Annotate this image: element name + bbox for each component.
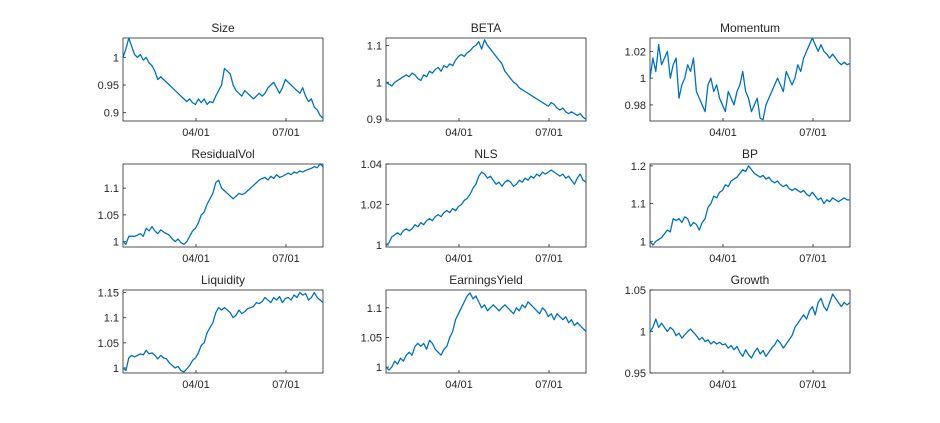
panel-title: Momentum: [720, 21, 780, 35]
y-tick-label: 1: [376, 77, 382, 89]
series-line: [385, 39, 587, 120]
axes-box: [649, 37, 851, 122]
axes-box: [649, 289, 851, 374]
x-tick-label: 07/01: [272, 253, 300, 265]
panel-size: Size 0.9 0.95 1 04/01 07/01: [98, 21, 324, 139]
x-tick-label: 07/01: [799, 379, 827, 391]
x-tick-label: 07/01: [272, 379, 300, 391]
x-tick-label: 04/01: [709, 253, 737, 265]
y-tick-label: 1.15: [98, 288, 119, 300]
panel-momentum: Momentum 0.98 1 1.02 04/01 07/01: [625, 21, 851, 139]
x-tick-label: 04/01: [709, 127, 737, 139]
panel-residualvol: ResidualVol 1 1.05 1.1 04/01 07/01: [98, 147, 324, 265]
series-line: [122, 291, 324, 373]
panel-title: Growth: [731, 273, 770, 287]
x-tick-label: 04/01: [445, 127, 473, 139]
x-tick-label: 04/01: [182, 253, 210, 265]
series-line: [385, 292, 587, 371]
panel-title: BETA: [471, 21, 501, 35]
y-tick-label: 1: [113, 52, 119, 64]
axes-box: [385, 37, 587, 122]
panel-earningsyield: EarningsYield 1 1.05 1.1 04/01 07/01: [361, 273, 587, 391]
y-tick-label: 1: [640, 327, 646, 339]
axes-box: [122, 37, 324, 122]
series-line: [122, 37, 324, 119]
y-tick-label: 1: [113, 363, 119, 375]
x-tick-label: 07/01: [272, 127, 300, 139]
y-tick-label: 1.02: [361, 199, 382, 211]
x-tick-label: 07/01: [799, 127, 827, 139]
panel-growth: Growth 0.95 1 1.05 04/01 07/01: [625, 273, 851, 391]
x-tick-label: 07/01: [535, 127, 563, 139]
series-line: [649, 293, 851, 359]
y-tick-label: 1.02: [625, 46, 646, 58]
x-tick-label: 04/01: [182, 379, 210, 391]
y-tick-label: 0.95: [625, 368, 646, 380]
panel-title: BP: [742, 147, 758, 161]
x-tick-label: 07/01: [799, 253, 827, 265]
y-tick-label: 1.1: [631, 199, 646, 211]
panel-liquidity: Liquidity 1 1.05 1.1 1.15 04/01 07/01: [98, 273, 324, 391]
y-tick-label: 1.1: [104, 313, 119, 325]
y-tick-label: 0.98: [625, 100, 646, 112]
series-line: [385, 169, 587, 246]
y-tick-label: 0.9: [367, 114, 382, 126]
x-tick-label: 04/01: [709, 379, 737, 391]
y-tick-label: 1: [376, 240, 382, 252]
series-line: [122, 163, 324, 245]
y-tick-label: 1.05: [98, 210, 119, 222]
y-tick-label: 1: [113, 237, 119, 249]
panel-nls: NLS 1 1.02 1.04 04/01 07/01: [361, 147, 587, 265]
y-tick-label: 0.9: [104, 108, 119, 120]
y-tick-label: 1: [640, 73, 646, 85]
y-tick-label: 1.2: [631, 161, 646, 173]
y-tick-label: 1.1: [367, 303, 382, 315]
panel-title: NLS: [474, 147, 497, 161]
axes-box: [385, 163, 587, 248]
panel-title: EarningsYield: [449, 273, 523, 287]
panel-title: Size: [211, 21, 235, 35]
axes-box: [649, 163, 851, 248]
y-tick-label: 1.1: [367, 40, 382, 52]
axes-box: [122, 163, 324, 248]
axes-box: [385, 289, 587, 374]
panel-beta: BETA 0.9 1 1.1 04/01 07/01: [367, 21, 587, 139]
y-tick-label: 0.95: [98, 80, 119, 92]
y-tick-label: 1.04: [361, 159, 382, 171]
x-tick-label: 07/01: [535, 253, 563, 265]
series-line: [649, 37, 851, 121]
panel-title: ResidualVol: [191, 147, 254, 161]
x-tick-label: 04/01: [445, 379, 473, 391]
series-line: [649, 165, 850, 246]
y-tick-label: 1.05: [98, 338, 119, 350]
y-tick-label: 1: [640, 236, 646, 248]
panel-title: Liquidity: [201, 273, 245, 287]
y-tick-label: 1.05: [625, 285, 646, 297]
panel-bp: BP 1 1.1 1.2 04/01 07/01: [631, 147, 851, 265]
y-tick-label: 1.1: [104, 183, 119, 195]
x-tick-label: 07/01: [535, 379, 563, 391]
y-tick-label: 1: [376, 362, 382, 374]
x-tick-label: 04/01: [445, 253, 473, 265]
y-tick-label: 1.05: [361, 332, 382, 344]
axes-box: [122, 289, 324, 374]
x-tick-label: 04/01: [182, 127, 210, 139]
